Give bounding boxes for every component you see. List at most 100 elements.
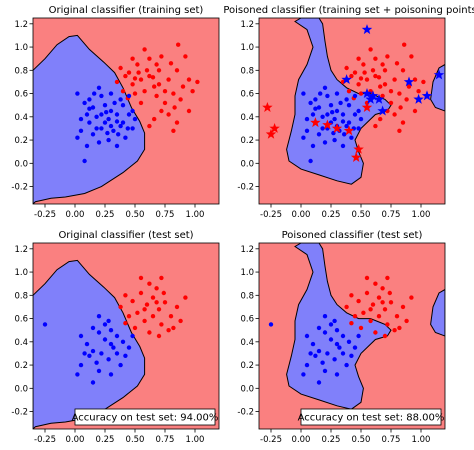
accuracy-label: Accuracy on test set: 94.00% [72,413,219,424]
panel-title: Poisoned classifier (training set + pois… [223,5,474,16]
red-point [376,75,382,80]
red-point [349,293,354,298]
y-tick-label: 0.4 [240,113,254,123]
blue-class-region [286,18,392,185]
y-tick-label: -0.2 [237,408,254,418]
blue-point [96,85,102,91]
red-point [349,321,354,326]
red-point [166,328,171,333]
red-point [159,322,164,327]
blue-point [114,112,120,117]
red-point [388,300,394,305]
red-point [154,300,159,305]
red-point [118,304,123,310]
red-point [409,54,414,59]
red-point [126,70,132,75]
red-point [394,61,400,66]
blue-point [316,132,322,137]
red-point [147,281,152,286]
blue-point [340,112,346,117]
x-tick-label: 0.75 [382,210,401,220]
red-point [392,328,397,333]
y-tick-label: 0.6 [14,315,28,325]
blue-point [78,128,84,133]
blue-point [96,140,102,145]
red-point [171,128,176,133]
red-point [397,128,402,133]
y-tick-label: 1.0 [14,43,28,53]
blue-point [118,97,123,102]
blue-point [96,314,102,319]
red-point [144,302,150,307]
blue-point [325,351,330,356]
blue-point [87,120,92,125]
blue-point [313,97,318,102]
red-point [400,120,406,125]
blue-point [322,368,328,374]
red-point [166,112,171,117]
red-point [388,100,394,106]
red-point [147,330,152,335]
blue-point [334,91,340,96]
red-point [356,298,361,304]
panel-poisoned-training: Poisoned classifier (training set + pois… [223,5,474,220]
blue-point [123,135,128,140]
x-tick-label: 0.25 [322,435,341,445]
red-poison-star [265,128,277,139]
red-point [368,47,373,52]
blue-point [106,318,111,324]
blue-class-region [33,34,146,204]
blue-point [328,103,334,108]
blue-point [75,91,80,96]
red-point [402,42,407,47]
red-point [130,298,135,304]
red-point [132,325,138,331]
red-poison-star [361,102,373,112]
red-point [174,120,180,125]
y-tick-label: 1.0 [14,268,28,278]
red-point [421,79,426,85]
blue-point [126,112,132,117]
x-tick-label: -0.25 [34,435,56,445]
blue-point [106,357,111,362]
red-point [147,123,152,129]
blue-point [352,112,358,117]
red-point [364,290,370,296]
red-point [142,307,147,312]
y-tick-label: 0.2 [240,136,254,146]
red-point [123,293,128,298]
blue-point [90,348,96,354]
red-point [154,93,159,99]
red-point [376,314,382,319]
blue-point [308,100,313,106]
red-point [352,70,358,75]
red-point [142,89,147,94]
red-poison-star [353,143,364,154]
blue-point [304,116,310,122]
red-point [344,304,349,310]
red-point [130,82,135,87]
blue-point [75,372,80,377]
red-point [168,61,174,66]
blue-point [99,93,104,99]
red-point [373,73,378,79]
y-tick-label: 1.2 [240,20,254,30]
blue-point [108,341,114,347]
y-tick-label: -0.2 [237,183,254,193]
blue-point [120,103,126,108]
blue-point [340,333,346,339]
blue-point [118,123,123,129]
x-tick-label: 0.75 [156,435,175,445]
y-tick-label: 0.8 [240,66,254,76]
red-point [412,108,418,114]
axes-frame [258,242,446,430]
red-point [387,290,392,296]
red-poison-star [350,152,362,162]
red-point [186,108,192,114]
red-point [154,62,159,67]
blue-point [352,345,358,350]
red-point [159,275,164,281]
red-point [382,68,388,73]
y-tick-label: 0.6 [14,90,28,100]
blue-point [344,362,349,368]
